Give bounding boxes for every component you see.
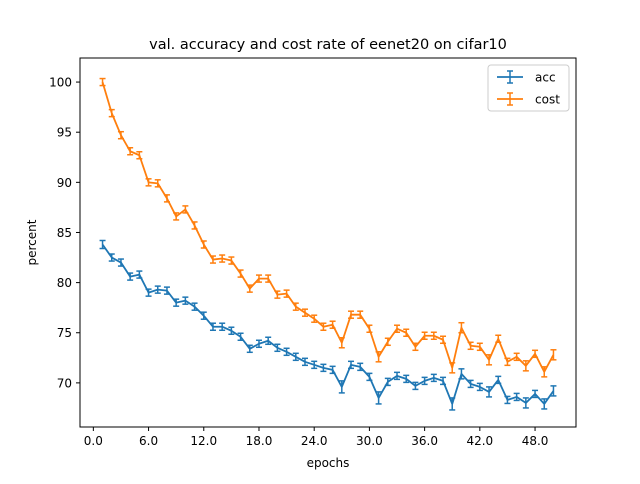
x-tick-label: 36.0 xyxy=(411,434,438,448)
y-tick-label: 85 xyxy=(57,226,72,240)
chart-title: val. accuracy and cost rate of eenet20 o… xyxy=(149,37,507,53)
x-axis-label: epochs xyxy=(307,456,350,470)
x-tick-label: 48.0 xyxy=(522,434,549,448)
y-tick-label: 70 xyxy=(57,376,72,390)
y-axis-label: percent xyxy=(25,219,39,265)
legend-label: cost xyxy=(535,93,560,107)
x-tick-label: 18.0 xyxy=(246,434,273,448)
legend-label: acc xyxy=(535,71,556,85)
y-tick-label: 80 xyxy=(57,276,72,290)
y-tick-label: 90 xyxy=(57,176,72,190)
x-tick-label: 0.0 xyxy=(84,434,103,448)
y-tick-label: 95 xyxy=(57,126,72,140)
y-tick-label: 100 xyxy=(49,76,72,90)
x-tick-label: 6.0 xyxy=(139,434,158,448)
x-tick-label: 42.0 xyxy=(466,434,493,448)
legend: acc cost xyxy=(488,65,569,111)
x-tick-label: 30.0 xyxy=(356,434,383,448)
y-tick-label: 75 xyxy=(57,326,72,340)
x-tick-label: 12.0 xyxy=(190,434,217,448)
x-tick-label: 24.0 xyxy=(301,434,328,448)
